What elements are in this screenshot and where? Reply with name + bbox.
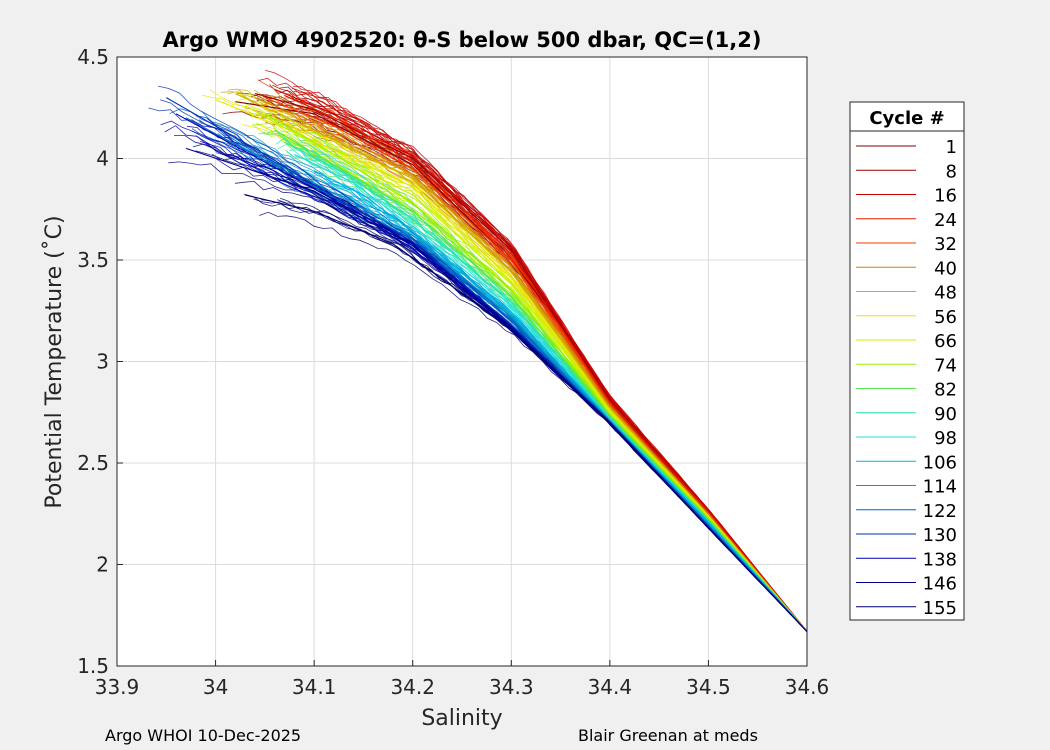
legend-label: 114	[923, 477, 957, 498]
x-axis-label: Salinity	[421, 706, 502, 731]
x-tick-label: 33.9	[95, 675, 140, 699]
legend-entries: 1 8 16 24 32 40 48 56 66 74 82 90 98 106 114 122 130 138 1…	[856, 137, 957, 619]
footer-right: Blair Greenan at meds	[578, 726, 758, 745]
series-line-130	[166, 97, 808, 632]
legend-label: 106	[923, 452, 957, 473]
x-tick-label: 34.4	[588, 675, 633, 699]
legend-label: 56	[934, 307, 957, 328]
legend-label: 8	[946, 161, 957, 182]
x-tick-label: 34	[203, 675, 228, 699]
legend-label: 122	[923, 501, 957, 522]
legend-label: 16	[934, 186, 957, 207]
series-line-155	[244, 194, 808, 632]
series-line-56	[215, 99, 808, 632]
legend-label: 98	[934, 428, 957, 449]
legend-label: 90	[934, 404, 957, 425]
legend-label: 1	[946, 137, 957, 158]
legend-title: Cycle #	[869, 108, 944, 129]
legend-label: 24	[934, 210, 957, 231]
y-tick-label: 3	[96, 350, 109, 374]
legend-label: 32	[934, 234, 957, 255]
legend: Cycle # 1 8 16 24 32 40 48 56 66 74 82 90 98 106 114 12…	[849, 101, 965, 621]
x-tick-labels: 33.9 34 34.1 34.2 34.3 34.4 34.5 34.6	[95, 675, 830, 699]
series-line-16	[274, 88, 808, 632]
series-layer	[148, 70, 808, 632]
legend-label: 48	[934, 283, 957, 304]
series-line-106	[313, 170, 808, 632]
y-tick-label: 2	[96, 553, 109, 577]
series-line-90	[284, 141, 808, 632]
series-line-24	[284, 95, 808, 632]
y-tick-label: 3.5	[77, 248, 109, 272]
x-tick-label: 34.5	[686, 675, 731, 699]
series-line-74	[264, 113, 808, 632]
x-tick-label: 34.2	[390, 675, 435, 699]
y-tick-labels: 1.5 2 2.5 3 3.5 4 4.5	[77, 45, 109, 678]
footer-left: Argo WHOI 10-Dec-2025	[105, 726, 302, 745]
chart-title: Argo WMO 4902520: θ-S below 500 dbar, QC…	[163, 28, 762, 52]
x-tick-label: 34.3	[489, 675, 534, 699]
x-tick-label: 34.1	[292, 675, 337, 699]
legend-label: 130	[923, 525, 957, 546]
x-tick-label: 34.6	[785, 675, 830, 699]
legend-label: 40	[934, 258, 957, 279]
legend-label: 146	[923, 574, 957, 595]
y-axis-label: Potential Temperature (˚C)	[42, 215, 67, 508]
legend-label: 74	[934, 355, 957, 376]
y-tick-label: 1.5	[77, 654, 109, 678]
series-line-40	[254, 97, 808, 632]
y-tick-label: 2.5	[77, 451, 109, 475]
series-line-114	[215, 133, 808, 632]
axes-box	[116, 56, 808, 667]
y-tick-label: 4.5	[77, 45, 109, 69]
y-tick-label: 4	[96, 147, 109, 171]
legend-label: 66	[934, 331, 957, 352]
legend-label: 155	[923, 598, 957, 619]
legend-label: 138	[923, 549, 957, 570]
legend-label: 82	[934, 380, 957, 401]
